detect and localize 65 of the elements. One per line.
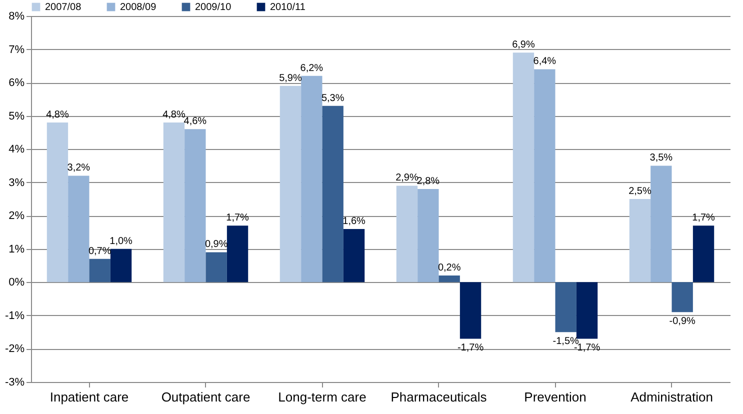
bar (396, 186, 418, 282)
bar (163, 122, 185, 282)
y-tick-label: -1% (4, 310, 25, 322)
x-tick-label: Inpatient care (50, 390, 129, 404)
y-tick-label: 8% (8, 10, 25, 22)
bar (555, 282, 576, 332)
bar (301, 76, 322, 282)
bar (534, 69, 556, 282)
data-label: 4,8% (46, 109, 69, 120)
data-label: 3,5% (650, 152, 673, 164)
data-label: 4,8% (162, 109, 186, 120)
y-tick-label: 7% (8, 44, 25, 56)
y-tick-label: 4% (8, 144, 25, 156)
legend-label: 2007/08 (45, 2, 82, 13)
data-label: 5,3% (321, 92, 344, 104)
bar (512, 52, 534, 282)
data-label: 2,5% (628, 186, 652, 197)
data-label: 5,9% (279, 72, 302, 84)
data-label: 3,2% (67, 162, 90, 174)
x-tick-label: Prevention (524, 390, 586, 404)
data-label: -1,7% (457, 342, 484, 354)
bar (280, 86, 302, 282)
y-tick-label: 6% (8, 77, 25, 90)
legend-label: 2008/09 (120, 2, 157, 13)
x-tick-label: Pharmaceuticals (390, 390, 488, 404)
y-tick-label: 0% (8, 276, 25, 289)
bar (650, 166, 672, 282)
bar (460, 282, 482, 339)
bar (418, 189, 439, 282)
legend-label: 2009/10 (195, 2, 232, 13)
x-tick-label: Long-term care (278, 390, 366, 404)
bar (110, 248, 132, 282)
y-tick-label: 3% (8, 176, 25, 189)
data-label: 0,2% (438, 262, 461, 274)
bar (226, 226, 248, 282)
data-label: 2,8% (416, 176, 440, 188)
data-label: 4,6% (184, 116, 207, 128)
bar (68, 176, 90, 282)
bar (322, 106, 344, 282)
y-tick-label: 1% (8, 243, 25, 256)
bar (629, 199, 651, 282)
x-tick-label: Outpatient care (161, 390, 250, 404)
bar (46, 122, 68, 282)
bar (438, 276, 460, 282)
bar (576, 282, 598, 339)
bar (184, 129, 206, 282)
y-tick-label: -3% (4, 376, 25, 388)
data-label: 1,7% (226, 212, 250, 224)
bar (692, 226, 714, 282)
y-tick-label: 2% (8, 210, 25, 222)
bar (672, 282, 693, 312)
data-label: 6,9% (512, 40, 535, 51)
data-label: 1,7% (692, 212, 716, 224)
legend-label: 2010/11 (270, 2, 306, 13)
data-label: 1,0% (110, 236, 133, 247)
y-tick-label: 5% (8, 110, 25, 122)
data-label: 6,4% (533, 56, 556, 68)
data-label: -0,9% (669, 316, 696, 328)
bar (89, 258, 110, 282)
bar (343, 228, 365, 282)
x-tick-label: Administration (630, 390, 713, 404)
data-label: 2,9% (396, 172, 418, 184)
bar (206, 252, 227, 282)
y-tick-label: -2% (4, 343, 25, 356)
data-label: 6,2% (300, 62, 324, 74)
